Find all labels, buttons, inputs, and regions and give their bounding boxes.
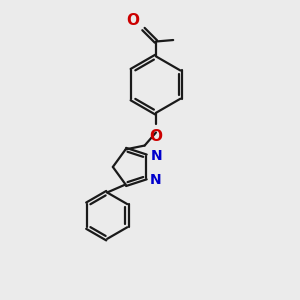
Text: O: O [149, 130, 162, 145]
Text: N: N [150, 149, 162, 163]
Text: N: N [150, 173, 161, 187]
Text: O: O [127, 13, 140, 28]
